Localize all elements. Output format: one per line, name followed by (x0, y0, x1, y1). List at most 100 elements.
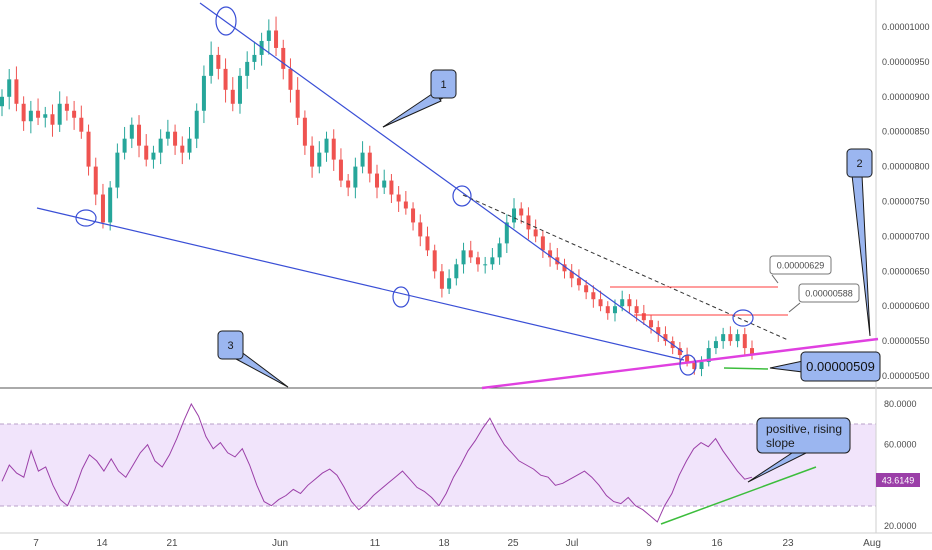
rsi-band (0, 424, 876, 506)
resistance-trendline[interactable] (199, 2, 684, 353)
candle-body (367, 152, 372, 174)
candle-body (677, 348, 682, 356)
candle-body (447, 278, 452, 289)
candle-body (209, 54, 214, 76)
circle-marker-peak[interactable] (215, 6, 237, 36)
candle-body (36, 110, 41, 118)
candle-body (295, 89, 300, 118)
candle-body (230, 89, 235, 104)
candle-body (490, 257, 495, 265)
rsi-note-box[interactable] (756, 417, 851, 454)
rsi-line (1, 402, 753, 523)
candle-body (302, 117, 307, 146)
level-low-tag[interactable] (798, 283, 860, 303)
current-price-box[interactable] (800, 351, 881, 382)
candle-body (331, 138, 336, 160)
candle-body (656, 327, 661, 335)
price-tick-label: 0.00000500 (882, 371, 930, 381)
level-high-tag-text: 0.00000629 (777, 261, 825, 271)
candle-body (237, 75, 242, 104)
time-tick-label: 21 (166, 538, 178, 549)
time-axis[interactable]: 7 14 21 Jun 11 18 25 Jul 9 16 23 Aug (33, 538, 881, 549)
rsi-axis[interactable]: 80.0000 60.0000 20.0000 (884, 399, 917, 531)
rsi-tick-label: 80.0000 (884, 399, 917, 409)
candle-body (288, 68, 293, 90)
price-tick-label: 0.00001000 (882, 22, 930, 32)
drawings[interactable]: 1 2 3 0.00000629 0.00000588 0.00000509 p… (36, 2, 881, 525)
rsi-series-line (1, 402, 753, 523)
candle-body (562, 264, 567, 272)
candle-body (403, 201, 408, 209)
candle-body (612, 306, 617, 314)
candle-body (540, 236, 545, 251)
candle-body (338, 159, 343, 181)
candle-body (468, 250, 473, 258)
circle-marker-low-2[interactable] (392, 286, 410, 308)
rsi-value-tag[interactable] (876, 473, 920, 487)
candle-body (201, 75, 206, 111)
candle-body (584, 285, 589, 293)
candle-body (389, 180, 394, 195)
candle-body (223, 68, 228, 90)
time-tick-label: 18 (438, 538, 450, 549)
candle-body (274, 30, 279, 48)
candle-body (324, 138, 329, 153)
candle-body (21, 103, 26, 122)
level-high-tag[interactable] (769, 255, 832, 275)
circle-marker-bottom[interactable] (679, 354, 697, 376)
green-price-segment[interactable] (723, 367, 769, 370)
rsi-tick-label: 60.0000 (884, 440, 917, 450)
time-tick-label: 9 (646, 538, 652, 549)
candle-body (72, 110, 77, 118)
candle-body (504, 222, 509, 244)
time-tick-label: 11 (370, 538, 381, 549)
candle-body (144, 145, 149, 160)
callout-3-box[interactable] (217, 330, 244, 360)
current-price-text: 0.00000509 (806, 359, 875, 374)
candle-body (100, 194, 105, 223)
level-low-tag-pointer (788, 302, 801, 313)
candle-body (425, 236, 430, 251)
circle-marker-recent[interactable] (732, 309, 754, 327)
circle-marker-mid[interactable] (452, 185, 472, 207)
candle-body (533, 229, 538, 237)
candle-body (396, 194, 401, 202)
candle-body (641, 313, 646, 321)
price-tick-label: 0.00000600 (882, 301, 930, 311)
candle-body (598, 299, 603, 307)
support-trendline[interactable] (36, 207, 685, 361)
candle-body (245, 61, 250, 76)
candle-body (685, 355, 690, 363)
candle-body (620, 299, 625, 307)
candle-body (14, 79, 19, 104)
callout-2-box[interactable] (846, 148, 873, 178)
time-tick-label: Jun (272, 538, 288, 549)
candle-body (50, 114, 55, 125)
candle-body (7, 79, 12, 97)
callout-1-box[interactable] (430, 69, 457, 99)
candle-body (475, 257, 480, 265)
candle-body (375, 173, 379, 188)
candle-body (519, 208, 524, 216)
price-axis[interactable]: 0.00001000 0.00000950 0.00000900 0.00000850… (882, 22, 930, 381)
candle-body (346, 180, 351, 188)
price-tick-label: 0.00000650 (882, 266, 930, 276)
candle-body (353, 166, 358, 188)
rsi-slope-line[interactable] (660, 466, 817, 525)
candle-body (706, 348, 711, 363)
candle-body (728, 334, 733, 342)
price-tick-label: 0.00000950 (882, 57, 930, 67)
time-tick-label: 16 (711, 538, 723, 549)
candle-body (605, 306, 610, 314)
price-pane (0, 0, 876, 387)
candle-body (216, 54, 221, 69)
candle-body (634, 306, 639, 314)
price-tick-label: 0.00000550 (882, 336, 930, 346)
callout-3-label: 3 (227, 340, 233, 352)
candle-body (750, 348, 754, 356)
candle-body (281, 47, 286, 69)
level-high-tag-pointer (771, 274, 779, 284)
price-tick-label: 0.00000750 (882, 197, 930, 207)
circle-marker-low-1[interactable] (75, 209, 97, 227)
